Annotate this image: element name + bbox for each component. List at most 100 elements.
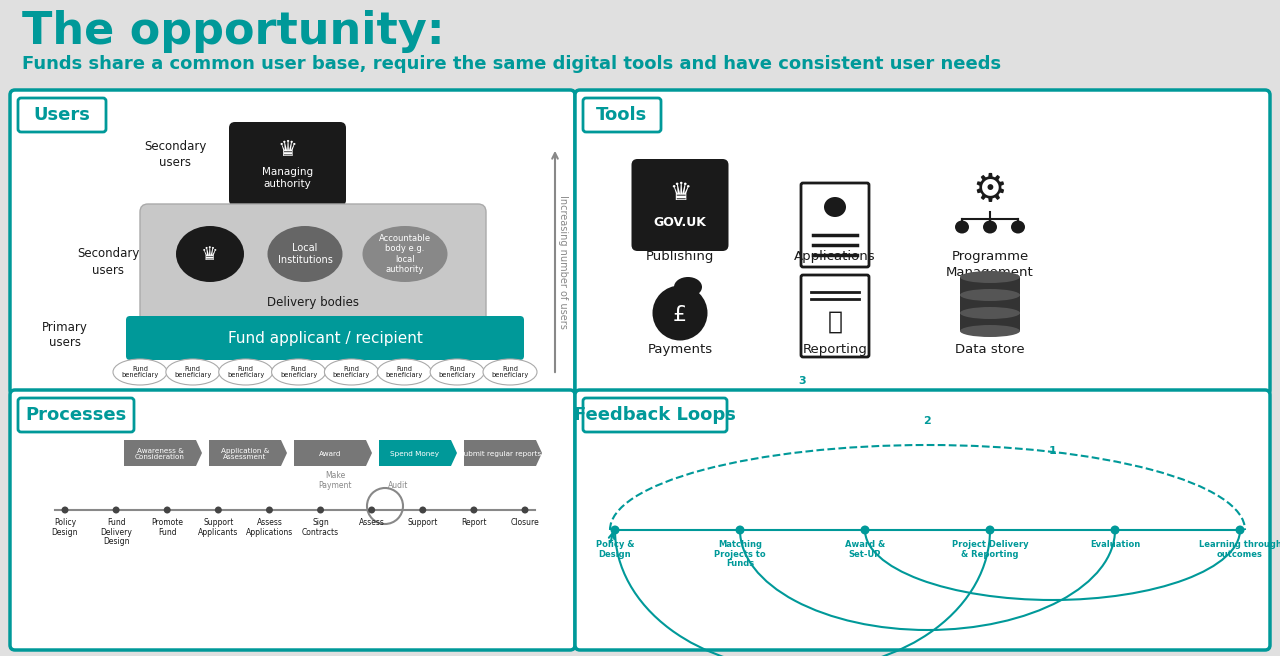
Text: Fund
beneficiary: Fund beneficiary (385, 366, 422, 379)
Ellipse shape (521, 506, 529, 514)
Ellipse shape (378, 359, 431, 385)
Text: Accountable
body e.g.
local
authority: Accountable body e.g. local authority (379, 234, 431, 274)
Text: Programme
Management: Programme Management (946, 250, 1034, 279)
Text: Reporting: Reporting (803, 343, 868, 356)
Text: Project Delivery
& Reporting: Project Delivery & Reporting (952, 540, 1028, 559)
Text: Processes: Processes (26, 406, 127, 424)
Text: £: £ (673, 305, 687, 325)
Text: ♛: ♛ (278, 140, 297, 160)
Text: Assess: Assess (358, 518, 384, 527)
Text: Secondary
users: Secondary users (143, 140, 206, 169)
Text: Award &
Set-UP: Award & Set-UP (845, 540, 886, 559)
Ellipse shape (653, 285, 708, 340)
Text: Spend Money: Spend Money (390, 451, 439, 457)
FancyBboxPatch shape (582, 98, 660, 132)
Text: 1: 1 (1048, 446, 1056, 456)
Text: Evaluation: Evaluation (1089, 540, 1140, 549)
Text: Fund
beneficiary: Fund beneficiary (280, 366, 317, 379)
Text: GOV.UK: GOV.UK (654, 216, 707, 230)
Text: Support
Applicants: Support Applicants (198, 518, 238, 537)
Ellipse shape (113, 506, 119, 514)
Text: Fund
beneficiary: Fund beneficiary (122, 366, 159, 379)
Text: Promote
Fund: Promote Fund (151, 518, 183, 537)
Ellipse shape (430, 359, 484, 385)
FancyBboxPatch shape (801, 183, 869, 267)
Ellipse shape (369, 506, 375, 514)
FancyBboxPatch shape (229, 122, 346, 206)
Text: Delivery bodies: Delivery bodies (268, 296, 358, 309)
Text: Users: Users (33, 106, 91, 124)
Text: Awareness &
Consideration: Awareness & Consideration (136, 448, 184, 461)
Text: Make
Payment: Make Payment (319, 471, 352, 490)
Ellipse shape (470, 506, 477, 514)
Text: Feedback Loops: Feedback Loops (573, 406, 736, 424)
Bar (960, 313, 1020, 331)
FancyBboxPatch shape (125, 316, 524, 360)
Text: Application &
Assessment: Application & Assessment (221, 448, 269, 461)
Text: Local
Institutions: Local Institutions (278, 243, 333, 265)
Text: Fund applicant / recipient: Fund applicant / recipient (228, 331, 422, 346)
Text: Fund
beneficiary: Fund beneficiary (439, 366, 476, 379)
Text: Matching
Projects to
Funds: Matching Projects to Funds (714, 540, 765, 568)
Polygon shape (124, 440, 202, 466)
Ellipse shape (1235, 525, 1244, 535)
Text: Fund
beneficiary: Fund beneficiary (492, 366, 529, 379)
FancyBboxPatch shape (18, 398, 134, 432)
Text: The opportunity:: The opportunity: (22, 10, 444, 53)
FancyBboxPatch shape (575, 390, 1270, 650)
Text: Assess
Applications: Assess Applications (246, 518, 293, 537)
Ellipse shape (215, 506, 221, 514)
Ellipse shape (960, 271, 1020, 283)
Polygon shape (294, 440, 372, 466)
Ellipse shape (955, 220, 969, 234)
FancyBboxPatch shape (140, 204, 486, 325)
Ellipse shape (61, 506, 69, 514)
Ellipse shape (271, 359, 325, 385)
Text: Secondary
users: Secondary users (77, 247, 140, 276)
Text: 📈: 📈 (827, 310, 842, 334)
Text: Increasing number of users: Increasing number of users (558, 195, 568, 329)
Bar (960, 295, 1020, 313)
Ellipse shape (113, 359, 166, 385)
Text: Publishing: Publishing (646, 250, 714, 263)
Ellipse shape (219, 359, 273, 385)
Ellipse shape (983, 220, 997, 234)
Text: Fund
beneficiary: Fund beneficiary (174, 366, 211, 379)
Ellipse shape (268, 226, 343, 282)
Ellipse shape (324, 359, 379, 385)
Text: 2: 2 (924, 416, 932, 426)
Ellipse shape (675, 277, 701, 297)
Text: ♛: ♛ (669, 181, 691, 205)
Ellipse shape (860, 525, 869, 535)
FancyBboxPatch shape (582, 398, 727, 432)
Ellipse shape (1011, 220, 1025, 234)
Text: Sign
Contracts: Sign Contracts (302, 518, 339, 537)
Text: Policy &
Design: Policy & Design (595, 540, 635, 559)
Text: Audit: Audit (388, 481, 408, 490)
Text: Support: Support (407, 518, 438, 527)
Ellipse shape (362, 226, 448, 282)
Ellipse shape (960, 307, 1020, 319)
Bar (960, 277, 1020, 295)
Text: Submit regular reports: Submit regular reports (458, 451, 541, 457)
Text: Payments: Payments (648, 343, 713, 356)
Text: Fund
beneficiary: Fund beneficiary (227, 366, 265, 379)
Ellipse shape (986, 525, 995, 535)
Text: Managing
authority: Managing authority (262, 167, 314, 189)
FancyBboxPatch shape (631, 159, 728, 251)
Text: Primary
users: Primary users (42, 321, 88, 350)
Text: ♛: ♛ (201, 245, 219, 264)
Ellipse shape (177, 226, 244, 282)
FancyBboxPatch shape (10, 390, 575, 650)
Ellipse shape (960, 325, 1020, 337)
Text: Applications: Applications (794, 250, 876, 263)
Text: Tools: Tools (596, 106, 648, 124)
Text: Report: Report (461, 518, 486, 527)
Ellipse shape (736, 525, 745, 535)
Ellipse shape (420, 506, 426, 514)
Text: Learning through
outcomes: Learning through outcomes (1198, 540, 1280, 559)
FancyBboxPatch shape (575, 90, 1270, 395)
Text: Closure: Closure (511, 518, 539, 527)
Polygon shape (465, 440, 541, 466)
Ellipse shape (483, 359, 538, 385)
